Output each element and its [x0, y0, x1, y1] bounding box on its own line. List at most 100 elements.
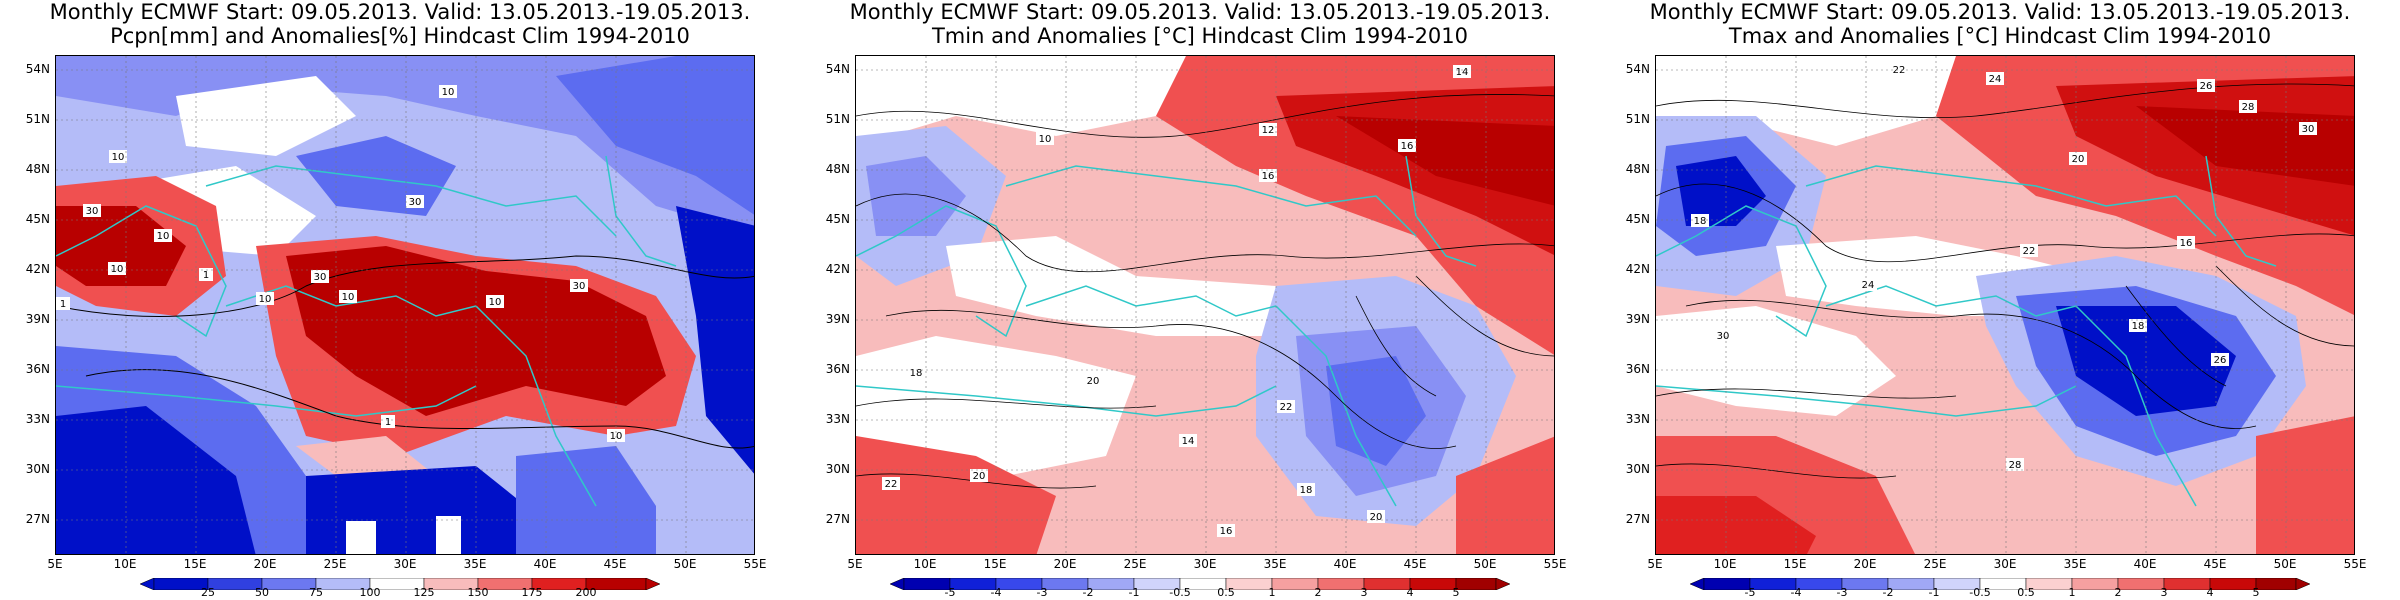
x-tick: 20E — [1853, 557, 1877, 571]
y-tick: 48N — [25, 162, 50, 176]
colorbar-label: 100 — [359, 586, 381, 599]
tmax-map: 20 22 24 26 28 30 18 16 22 24 26 28 30 1… — [1655, 55, 2355, 555]
y-tick: 39N — [825, 312, 850, 326]
colorbar-label: 4 — [1406, 586, 1414, 599]
precip-colorbar — [140, 578, 660, 590]
contour-label: 24 — [1989, 74, 2002, 85]
contour-label: 22 — [1893, 65, 1906, 76]
tmin-title-line1: Monthly ECMWF Start: 09.05.2013. Valid: … — [849, 0, 1551, 24]
contour-label: 28 — [2242, 102, 2255, 113]
colorbar-label: -2 — [1082, 586, 1094, 599]
y-tick: 39N — [25, 312, 50, 326]
x-tick: 25E — [323, 557, 347, 571]
y-tick: 33N — [825, 412, 850, 426]
y-tick: 45N — [825, 212, 850, 226]
contour-label: 30 — [1717, 331, 1730, 342]
tmax-panel: Monthly ECMWF Start: 09.05.2013. Valid: … — [1600, 0, 2400, 600]
y-tick: 42N — [825, 262, 850, 276]
contour-label: 16 — [1262, 171, 1275, 182]
colorbar-label: -3 — [1836, 586, 1848, 599]
x-tick: 5E — [1647, 557, 1663, 571]
tmin-title-line2: Tmin and Anomalies [°C] Hindcast Clim 19… — [931, 24, 1469, 48]
colorbar-label: 2 — [2114, 586, 2122, 599]
tmin-map: 12 14 16 16 10 18 20 20 14 22 18 16 20 2… — [855, 55, 1555, 555]
y-tick: 30N — [25, 462, 50, 476]
precip-panel: Monthly ECMWF Start: 09.05.2013. Valid: … — [0, 0, 800, 600]
colorbar-label: 75 — [309, 586, 323, 599]
precip-map: 10 10 30 30 10 1 10 30 10 10 1 1 30 10 1… — [55, 55, 755, 555]
contour-label: 1 — [60, 299, 66, 310]
x-tick: 20E — [1053, 557, 1077, 571]
colorbar-label: 200 — [575, 586, 597, 599]
y-tick: 54N — [1625, 62, 1650, 76]
contour-label: 10 — [489, 297, 502, 308]
contour-label: 10 — [157, 231, 170, 242]
y-tick: 30N — [825, 462, 850, 476]
colorbar-label: 5 — [1452, 586, 1460, 599]
y-tick: 36N — [825, 362, 850, 376]
colorbar-label: 4 — [2206, 586, 2214, 599]
contour-label: 18 — [1694, 216, 1707, 227]
x-tick: 15E — [983, 557, 1007, 571]
x-tick: 45E — [603, 557, 627, 571]
x-tick: 5E — [847, 557, 863, 571]
y-tick: 54N — [25, 62, 50, 76]
x-tick: 10E — [913, 557, 937, 571]
contour-label: 10 — [112, 152, 125, 163]
x-tick: 10E — [1713, 557, 1737, 571]
contour-label: 18 — [1300, 485, 1313, 496]
y-tick: 39N — [1625, 312, 1650, 326]
x-tick: 15E — [183, 557, 207, 571]
y-tick: 45N — [25, 212, 50, 226]
contour-label: 28 — [2009, 460, 2022, 471]
x-tick: 50E — [2273, 557, 2297, 571]
y-tick: 48N — [825, 162, 850, 176]
x-tick: 20E — [253, 557, 277, 571]
y-tick: 27N — [1625, 512, 1650, 526]
x-tick: 55E — [743, 557, 767, 571]
x-tick: 35E — [2063, 557, 2087, 571]
colorbar-label: -1 — [1928, 586, 1940, 599]
y-tick: 45N — [1625, 212, 1650, 226]
x-tick: 10E — [113, 557, 137, 571]
y-tick: 51N — [1625, 112, 1650, 126]
colorbar-label: 3 — [1360, 586, 1368, 599]
contour-label: 20 — [1370, 512, 1383, 523]
colorbar-label: 150 — [467, 586, 489, 599]
colorbar-label: -4 — [990, 586, 1002, 599]
y-tick: 33N — [25, 412, 50, 426]
y-tick: 33N — [1625, 412, 1650, 426]
contour-label: 30 — [409, 197, 422, 208]
colorbar-label: 25 — [201, 586, 215, 599]
colorbar-label: -1 — [1128, 586, 1140, 599]
contour-label: 16 — [2180, 238, 2193, 249]
contour-label: 1 — [385, 417, 391, 428]
contour-label: 14 — [1456, 67, 1469, 78]
y-tick: 42N — [25, 262, 50, 276]
contour-label: 22 — [2023, 246, 2036, 257]
precip-title-line2: Pcpn[mm] and Anomalies[%] Hindcast Clim … — [110, 24, 690, 48]
x-tick: 30E — [393, 557, 417, 571]
contour-label: 10 — [442, 87, 455, 98]
colorbar-label: 125 — [413, 586, 435, 599]
colorbar-label: -5 — [944, 586, 956, 599]
contour-label: 10 — [259, 294, 272, 305]
x-tick: 55E — [2343, 557, 2367, 571]
precip-title-line1: Monthly ECMWF Start: 09.05.2013. Valid: … — [49, 0, 751, 24]
colorbar-label: 5 — [2252, 586, 2260, 599]
tmax-title-line2: Tmax and Anomalies [°C] Hindcast Clim 19… — [1728, 24, 2272, 48]
colorbar-label: -3 — [1036, 586, 1048, 599]
contour-label: 20 — [2072, 154, 2085, 165]
colorbar-label: -5 — [1744, 586, 1756, 599]
contour-label: 22 — [1280, 402, 1293, 413]
colorbar-label: 1 — [1268, 586, 1276, 599]
contour-label: 30 — [573, 281, 586, 292]
y-tick: 36N — [1625, 362, 1650, 376]
contour-label: 24 — [1862, 280, 1875, 291]
x-tick: 35E — [463, 557, 487, 571]
contour-label: 18 — [910, 368, 923, 379]
contour-label: 22 — [885, 479, 898, 490]
y-tick: 48N — [1625, 162, 1650, 176]
contour-label: 16 — [1220, 526, 1233, 537]
colorbar-label: 0.5 — [1217, 586, 1235, 599]
